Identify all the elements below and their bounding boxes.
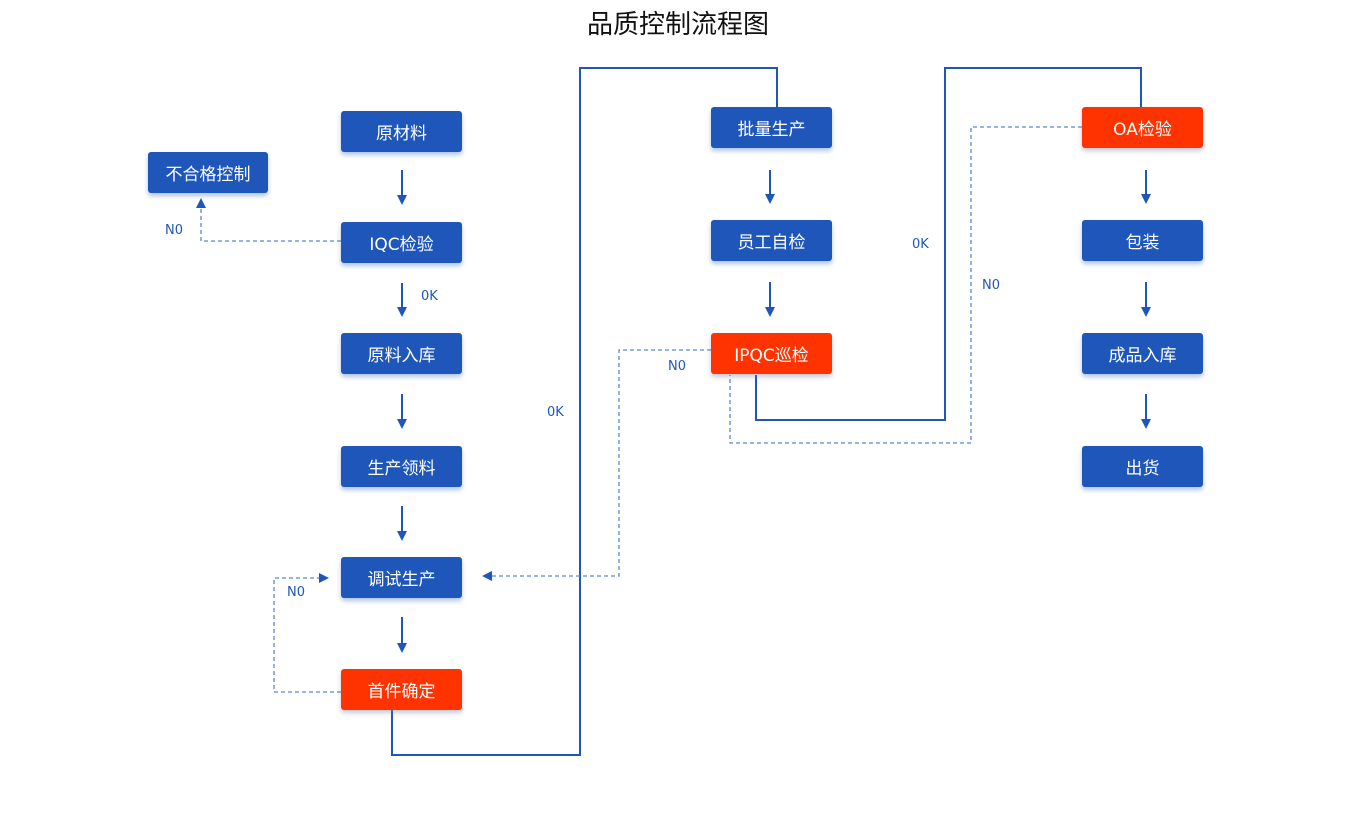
node-nonconforming-control: 不合格控制	[148, 152, 268, 193]
page-title: 品质控制流程图	[586, 10, 769, 40]
node-trial-production: 调试生产	[341, 557, 462, 598]
node-finished-storage: 成品入库	[1082, 333, 1203, 374]
node-mass-production: 批量生产	[711, 107, 832, 148]
arrowhead-trial-from-ipqc	[482, 571, 492, 581]
label-first-no: N0	[287, 585, 305, 600]
node-shipping: 出货	[1082, 446, 1203, 487]
label-first-ok: 0K	[547, 405, 564, 420]
label-ipqc-no: N0	[668, 359, 686, 374]
dashed-oa-no	[729, 126, 1082, 444]
node-ipqc: IPQC巡检	[711, 333, 832, 374]
dashed-first-no	[273, 577, 341, 693]
node-raw-material: 原材料	[341, 111, 462, 152]
label-oa-no: N0	[982, 278, 1000, 293]
node-raw-storage: 原料入库	[341, 333, 462, 374]
dashed-iqc-no	[200, 206, 341, 242]
line-ipqc-ok-to-oa	[755, 67, 1142, 421]
line-first-ok-to-mass	[391, 67, 778, 756]
node-oa: OA检验	[1082, 107, 1203, 148]
dashed-ipqc-no	[490, 349, 711, 577]
arrowhead-nonconforming	[196, 198, 206, 208]
label-iqc-no: N0	[165, 223, 183, 238]
node-iqc: IQC检验	[341, 222, 462, 263]
label-ipqc-ok: 0K	[912, 237, 929, 252]
node-production-picking: 生产领料	[341, 446, 462, 487]
node-first-article: 首件确定	[341, 669, 462, 710]
label-iqc-ok: 0K	[421, 289, 438, 304]
node-packaging: 包装	[1082, 220, 1203, 261]
arrowhead-trial-from-first	[319, 573, 329, 583]
node-self-inspection: 员工自检	[711, 220, 832, 261]
